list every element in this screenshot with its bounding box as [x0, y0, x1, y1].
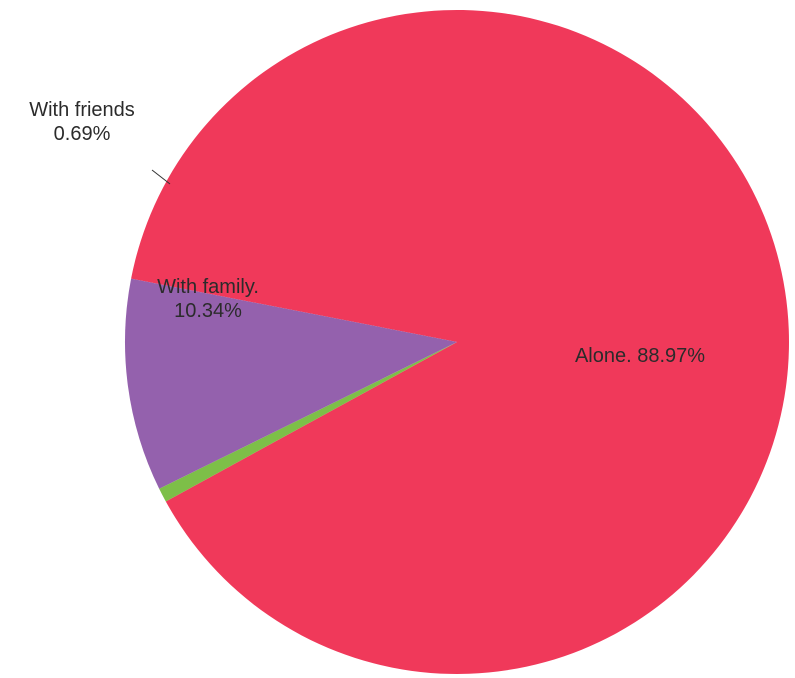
slices-layer	[125, 9, 790, 674]
slice-label-line: With friends	[29, 99, 135, 121]
pie-slice-with-friends	[159, 342, 458, 502]
leader-lines-layer	[151, 169, 171, 185]
slice-label-with-family: With family. 10.34%	[157, 276, 259, 322]
labels-layer: Alone. 88.97% With friends 0.69% With famil…	[29, 99, 705, 367]
slice-label-line: Alone. 88.97%	[575, 345, 705, 367]
leader-line-with-friends	[151, 169, 171, 185]
slice-label-with-friends: With friends 0.69%	[29, 99, 135, 145]
slice-label-alone: Alone. 88.97%	[575, 345, 705, 367]
pie-slice-alone	[131, 9, 790, 674]
slice-label-line: With family.	[157, 276, 259, 298]
slice-label-line: 10.34%	[174, 300, 242, 322]
slice-label-line: 0.69%	[54, 123, 111, 145]
pie-slice-with-family	[125, 278, 458, 489]
